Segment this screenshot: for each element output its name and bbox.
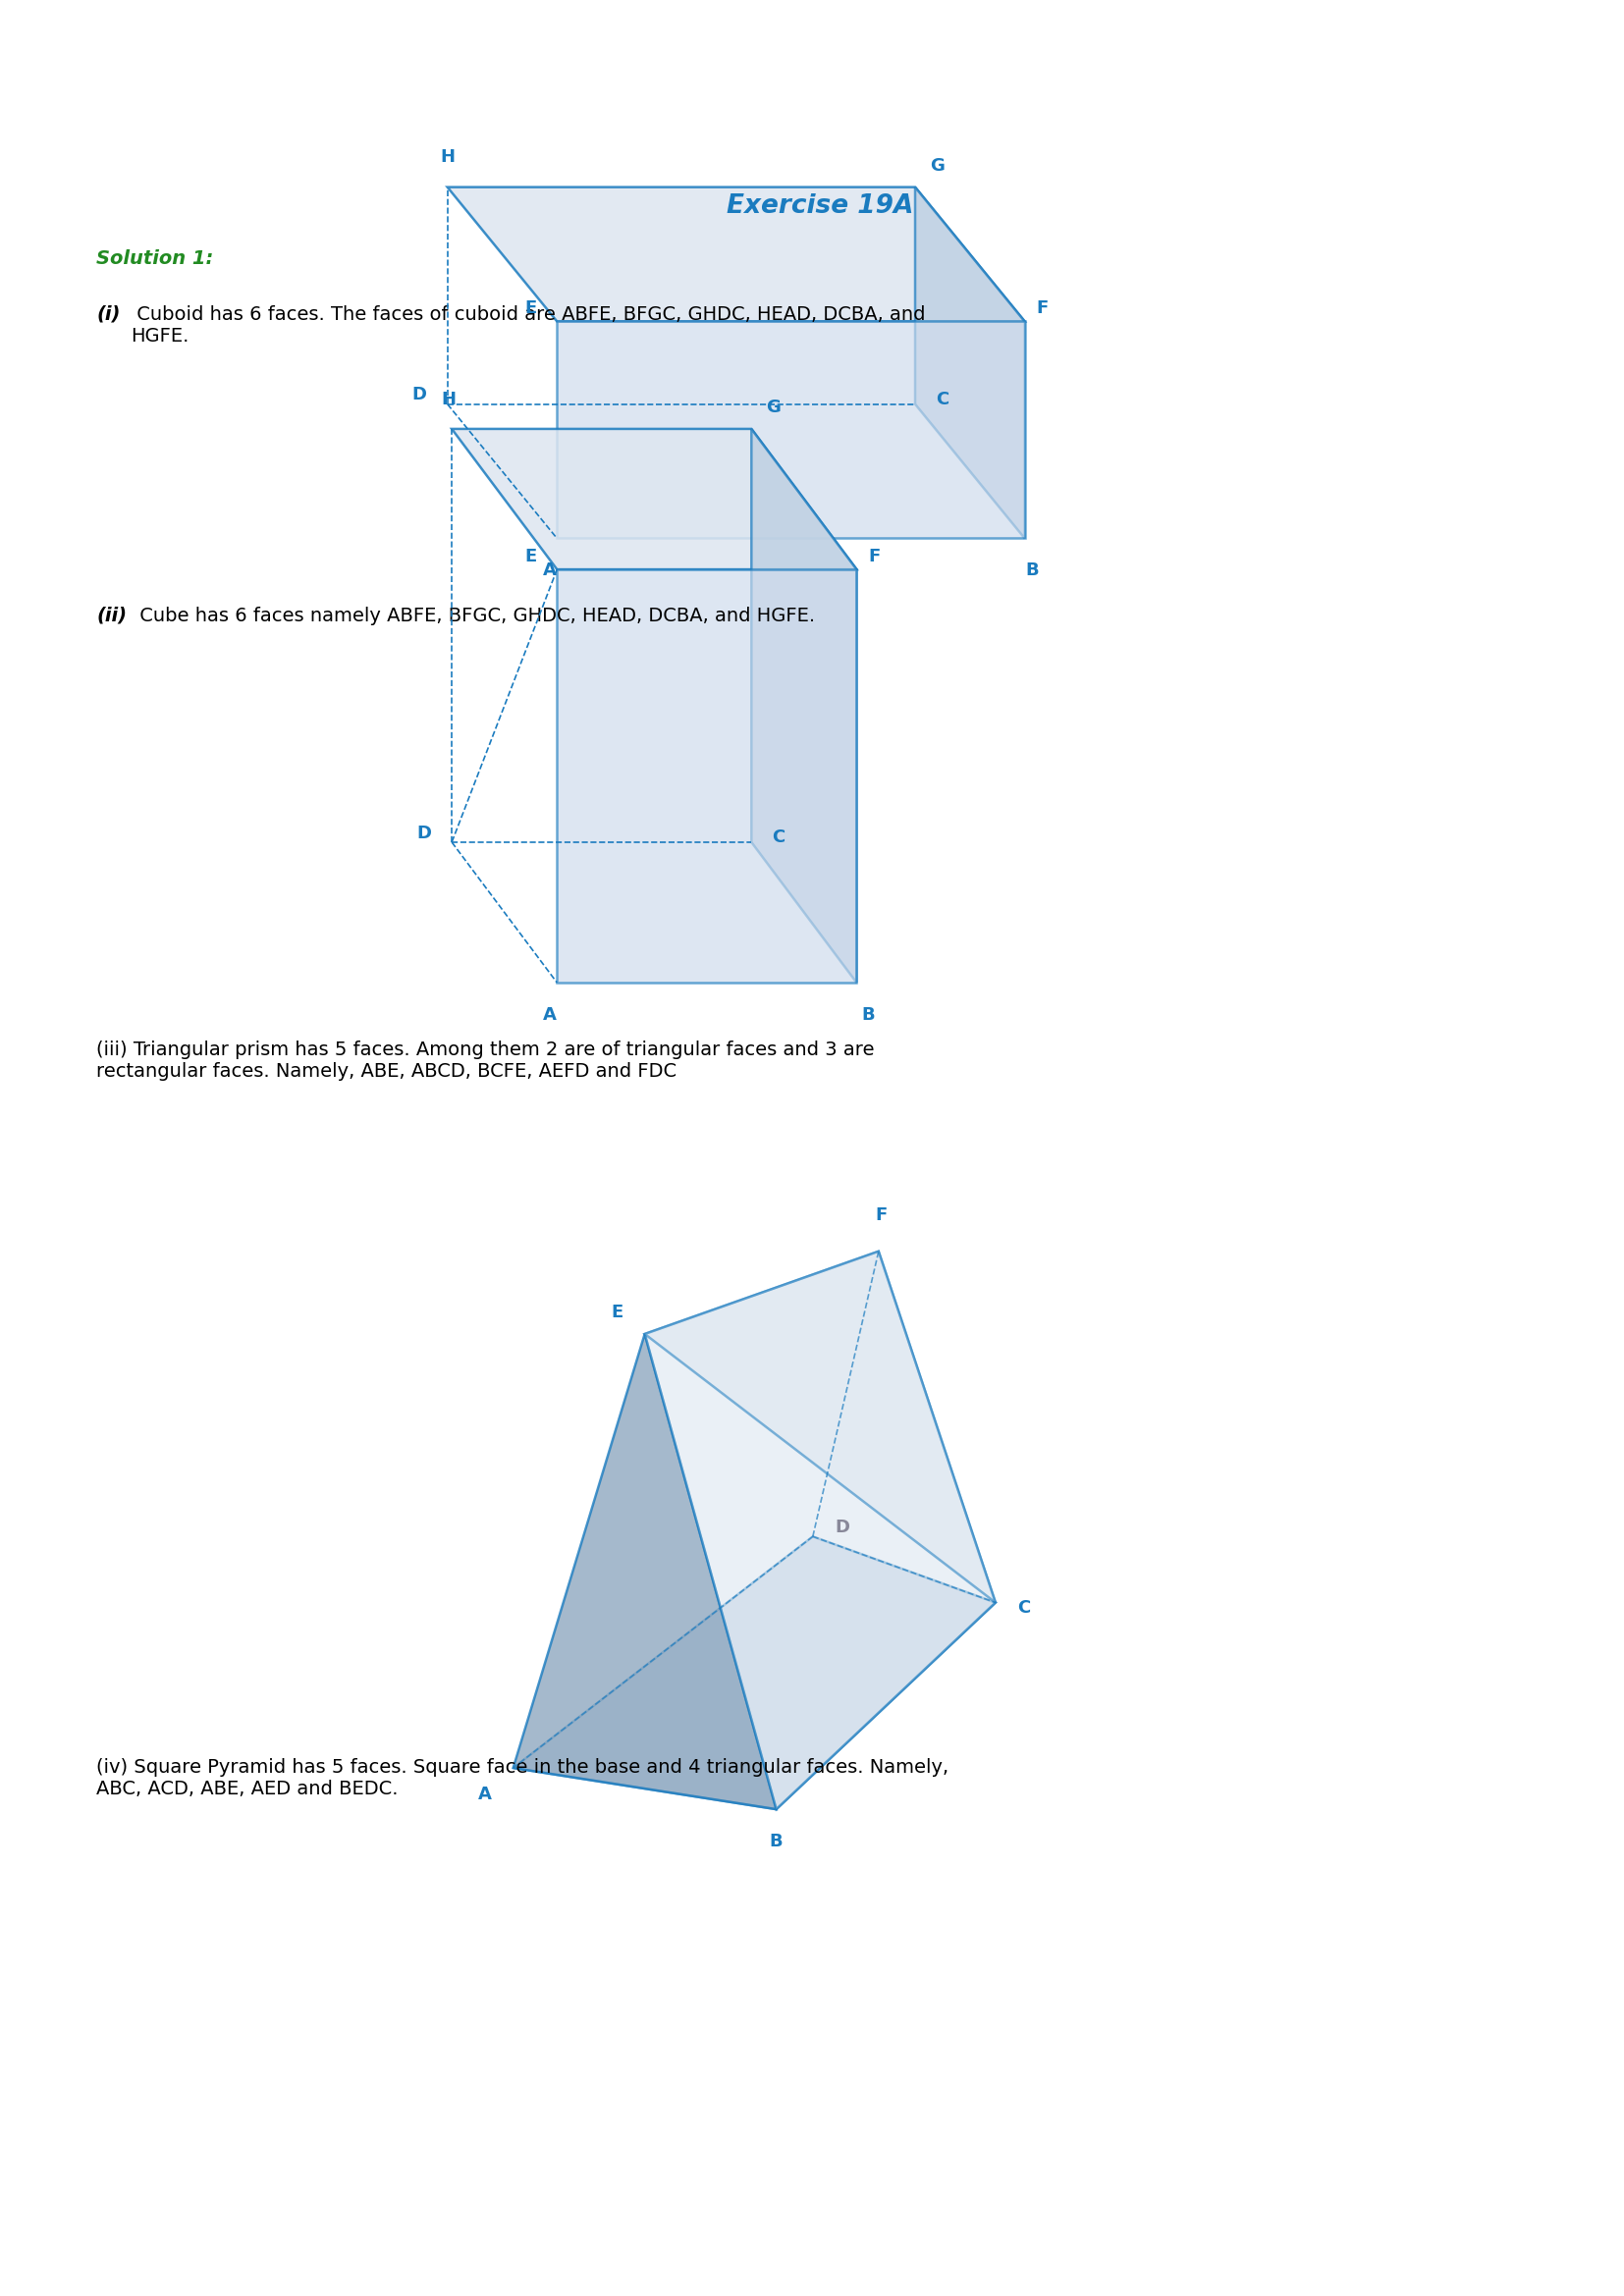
Text: Page 1 of 4: Page 1 of 4 xyxy=(758,2250,866,2268)
Text: B: B xyxy=(770,1832,783,1851)
Text: H: H xyxy=(442,390,456,409)
Text: E: E xyxy=(525,546,536,565)
Text: B: B xyxy=(862,1006,875,1024)
Text: H: H xyxy=(440,149,455,165)
Text: D: D xyxy=(412,386,427,404)
Polygon shape xyxy=(451,429,857,569)
Text: D: D xyxy=(417,824,432,843)
Text: (iv) Square Pyramid has 5 faces. Square face in the base and 4 triangular faces.: (iv) Square Pyramid has 5 faces. Square … xyxy=(97,1759,948,1798)
Polygon shape xyxy=(752,429,857,983)
Text: RS Aggarwal Solutions: RS Aggarwal Solutions xyxy=(664,67,960,90)
Text: Chapter 19: Three Dimensional Figures: Chapter 19: Three Dimensional Figures xyxy=(555,110,1069,133)
Text: C: C xyxy=(771,829,784,847)
Text: D: D xyxy=(835,1518,849,1536)
Polygon shape xyxy=(513,1334,776,1809)
Text: F: F xyxy=(875,1208,888,1224)
Text: A: A xyxy=(477,1786,490,1802)
Text: (iii) Triangular prism has 5 faces. Among them 2 are of triangular faces and 3 a: (iii) Triangular prism has 5 faces. Amon… xyxy=(97,1040,875,1081)
Text: C: C xyxy=(935,390,948,409)
Text: C: C xyxy=(1017,1600,1031,1616)
Polygon shape xyxy=(557,321,1025,540)
Text: G: G xyxy=(767,400,781,416)
Polygon shape xyxy=(557,569,857,983)
Text: (i): (i) xyxy=(97,305,120,324)
Text: A: A xyxy=(542,563,557,579)
Text: Cuboid has 6 faces. The faces of cuboid are ABFE, BFGC, GHDC, HEAD, DCBA, and
HG: Cuboid has 6 faces. The faces of cuboid … xyxy=(130,305,926,344)
Text: Exercise 19A: Exercise 19A xyxy=(726,193,914,218)
Text: Solution 1:: Solution 1: xyxy=(97,250,214,269)
Polygon shape xyxy=(645,1251,996,1809)
Text: F: F xyxy=(869,546,880,565)
Text: F: F xyxy=(1036,298,1049,317)
Text: Cube has 6 faces namely ABFE, BFGC, GHDC, HEAD, DCBA, and HGFE.: Cube has 6 faces namely ABFE, BFGC, GHDC… xyxy=(133,606,815,625)
Polygon shape xyxy=(916,188,1025,540)
Text: A: A xyxy=(542,1006,557,1024)
Polygon shape xyxy=(448,188,1025,321)
Text: G: G xyxy=(929,156,944,174)
Text: E: E xyxy=(525,298,536,317)
Text: (ii): (ii) xyxy=(97,606,127,625)
Polygon shape xyxy=(513,1536,996,1809)
Text: E: E xyxy=(611,1304,624,1322)
Polygon shape xyxy=(645,1251,996,1603)
Text: B: B xyxy=(1025,563,1039,579)
Text: Study Path: Study Path xyxy=(47,106,102,115)
Text: Class-VIII: Class-VIII xyxy=(752,25,872,48)
